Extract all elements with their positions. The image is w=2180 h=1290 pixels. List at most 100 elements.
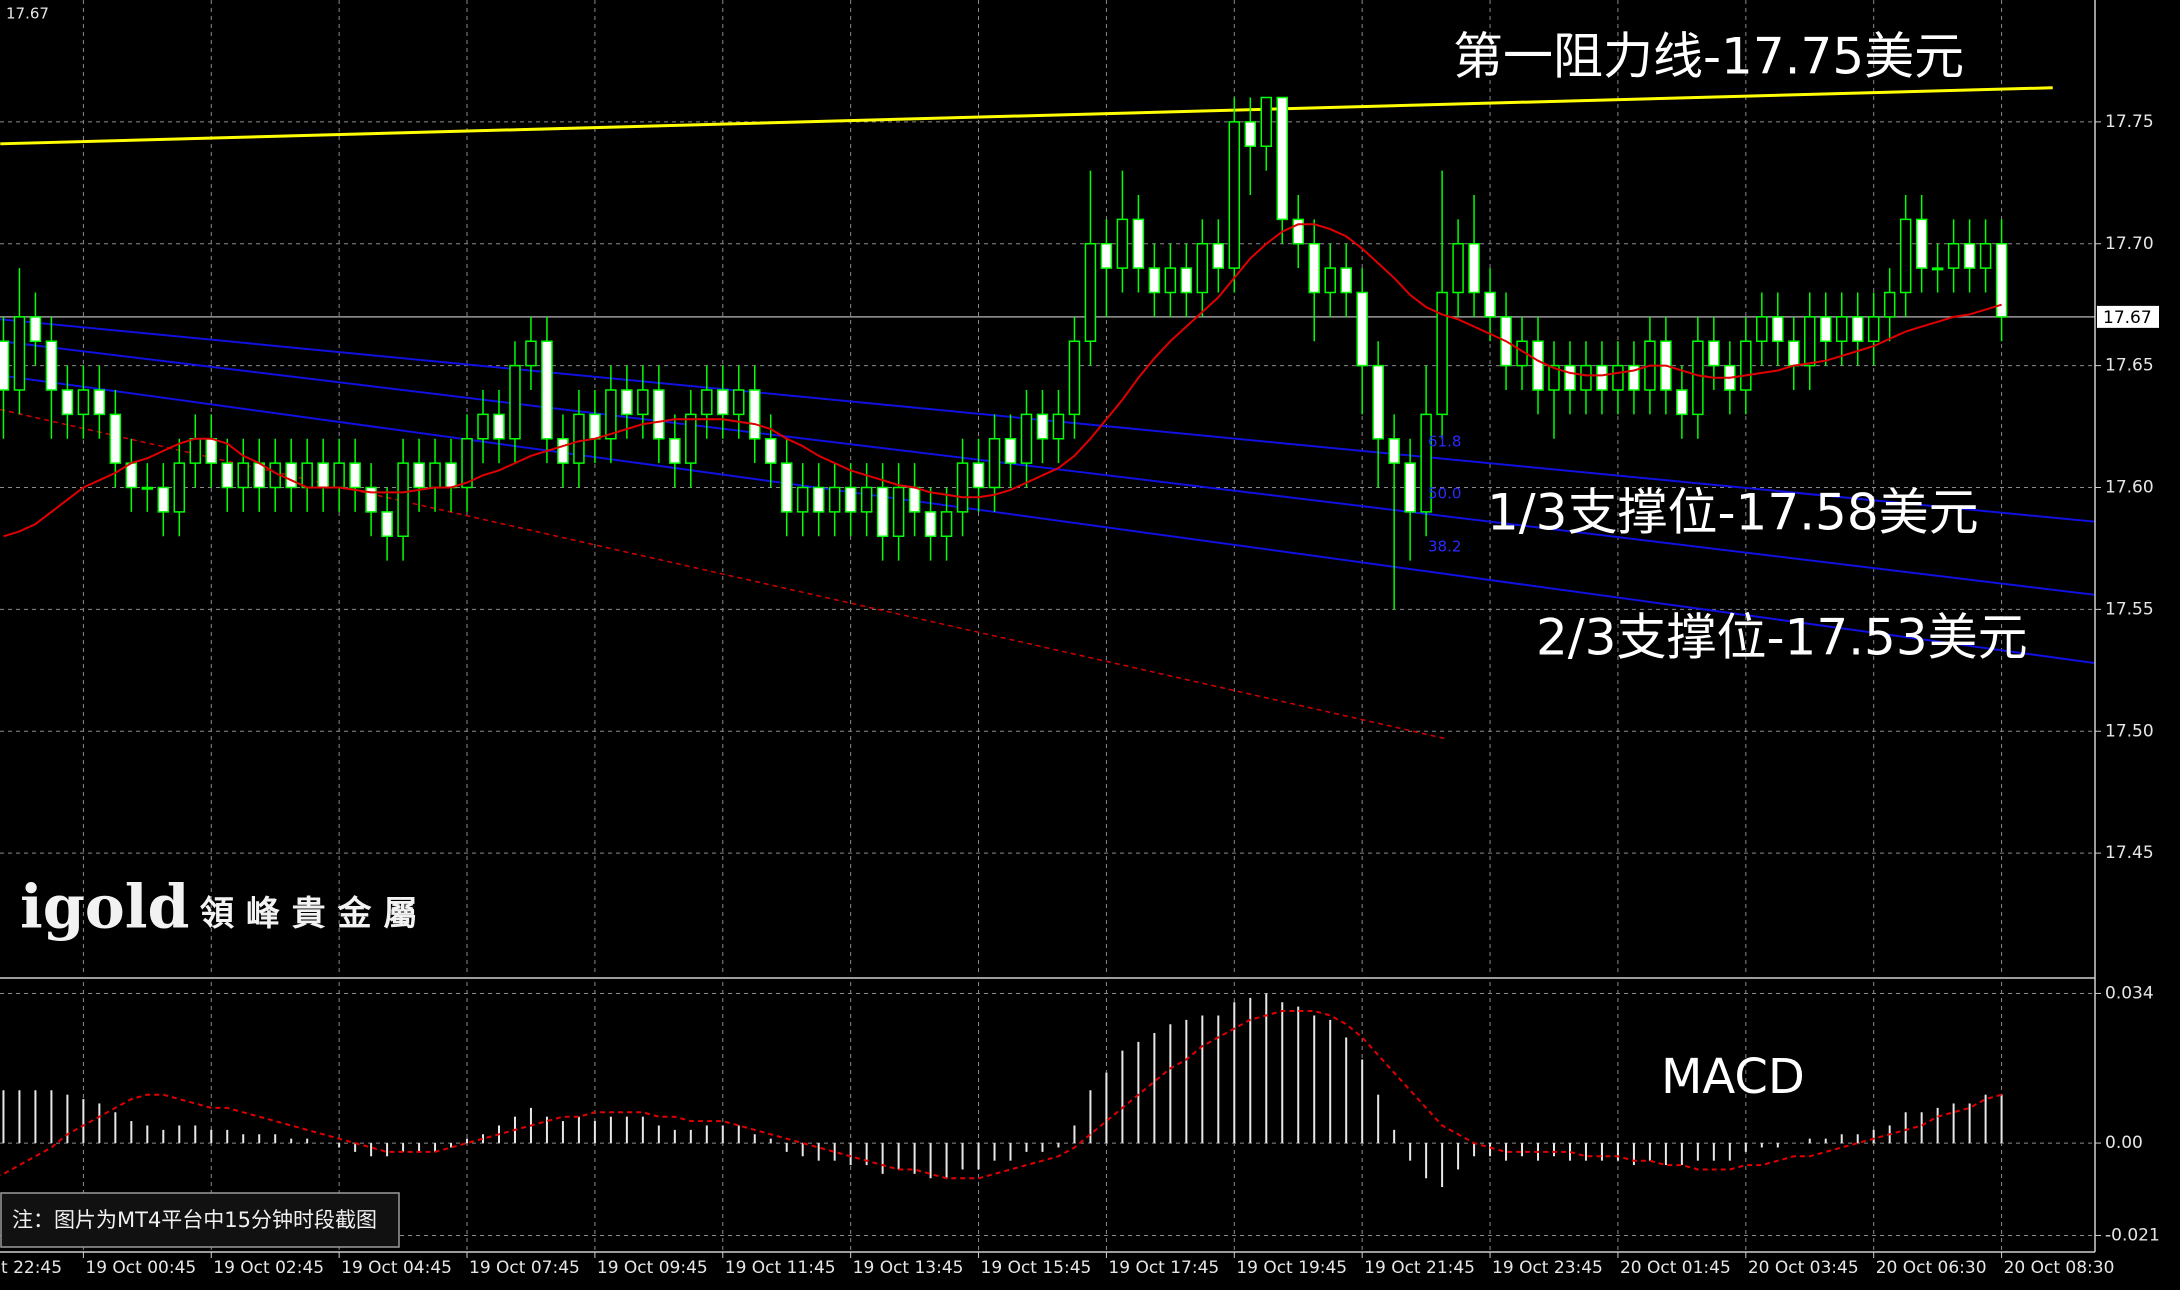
note-box: 注：图片为MT4平台中15分钟时段截图 [0,1192,400,1248]
candle-body [1036,413,1049,440]
candle-body [1340,267,1352,294]
candle-body [1899,218,1912,294]
candle-body [1628,364,1640,391]
x-tick-label: 20 Oct 03:45 [1748,1258,1859,1278]
candle-body [1788,340,1800,367]
macd-title: MACD [1661,1049,1805,1105]
candle-body [1372,364,1384,440]
candle-body [1708,340,1720,367]
x-tick-label: 20 Oct 01:45 [1620,1258,1731,1278]
x-tick-label: 19 Oct 21:45 [1364,1258,1475,1278]
corner-price: 17.67 [6,5,49,23]
candle-body [125,462,138,489]
candle-body [653,389,665,440]
candle-body [1963,243,1976,269]
y-tick-label: 17.45 [2105,843,2154,863]
candle-body [1612,364,1624,391]
candle-body [61,389,74,416]
candle-body [525,340,537,367]
candle-body [1116,218,1129,269]
candle-body [733,389,745,416]
candle-body [1212,243,1225,269]
candle-body [397,462,409,537]
candle-body [1100,243,1113,269]
candle-body [557,438,569,464]
candle-body [1692,340,1704,416]
candle-body [717,389,729,416]
y-tick-label: 17.70 [2105,234,2154,254]
candle-body [1404,462,1416,513]
y-tick-label: 0.00 [2105,1133,2143,1153]
note-frame [0,1192,400,1248]
trend-line [0,340,2095,596]
candle-body [1308,243,1320,294]
candle-body [796,486,809,513]
candle-body [1228,121,1241,269]
candle-body [1452,243,1464,294]
candle-body [45,340,58,391]
candle-body [109,413,122,464]
candle-body [205,438,218,464]
candle-body [685,413,697,464]
candle-body [1756,316,1768,342]
candle-body [1947,243,1960,269]
candle-body [1164,267,1177,294]
y-tick-label: 0.034 [2105,983,2154,1003]
candle-body [669,438,681,464]
candle-body [1979,243,1992,269]
candle-body [381,511,393,537]
price-panel: 61.8 50.0 38.2 [0,0,2095,975]
candle-body [1995,243,2008,318]
x-tick-label: 19 Oct 17:45 [1108,1258,1219,1278]
candle-body [1292,218,1304,245]
candle-body [1148,267,1161,294]
y-tick-label: 17.60 [2105,478,2154,498]
candle-body [0,340,10,391]
candle-body [701,389,713,416]
x-tick-label: 19 Oct 23:45 [1492,1258,1603,1278]
candle-body [1851,316,1864,342]
candle-body [1020,413,1033,464]
candle-body [541,340,553,440]
fib-label: 50.0 [1428,485,1461,503]
x-tick-label: 19 Oct 09:45 [597,1258,708,1278]
candle-body [173,462,186,513]
candle-body [573,413,585,464]
candle-body [940,511,953,537]
candle-body [1804,316,1816,367]
candle-body [1484,291,1496,318]
candle-body [828,486,841,513]
candle-body [844,486,857,513]
candle-body [1388,438,1400,464]
annotation: 第一阻力线-17.75美元 [1453,28,1964,86]
candle-body [749,389,761,440]
candle-body [956,462,969,513]
y-tick-label: 17.55 [2105,599,2154,619]
x-tick-label: 19 Oct 11:45 [725,1258,836,1278]
candle-body [1532,340,1544,391]
candle-body [1276,96,1289,221]
candle-body [1420,413,1432,513]
macd-panel [0,982,2095,1250]
x-tick-label: 19 Oct 02:45 [213,1258,324,1278]
candle-body [1772,316,1784,342]
moving-average [3,223,2002,538]
candle-body [637,389,649,416]
fib-label: 38.2 [1428,538,1461,556]
candle-body [493,413,505,440]
y-tick-label: -0.021 [2105,1225,2160,1245]
candle-body [589,413,601,440]
candle-body [1867,316,1880,342]
current-price-label: 17.67 [2103,308,2152,328]
candle-body [1676,389,1688,416]
candle-body [1468,243,1480,294]
candle-body [77,389,90,416]
watermark: igold 領 峰 貴 金 屬 [20,873,417,943]
candle-body [812,486,825,513]
candle-body [1004,438,1017,464]
candle-body [477,413,489,440]
candle-body [429,462,441,489]
candle-body [780,462,793,513]
